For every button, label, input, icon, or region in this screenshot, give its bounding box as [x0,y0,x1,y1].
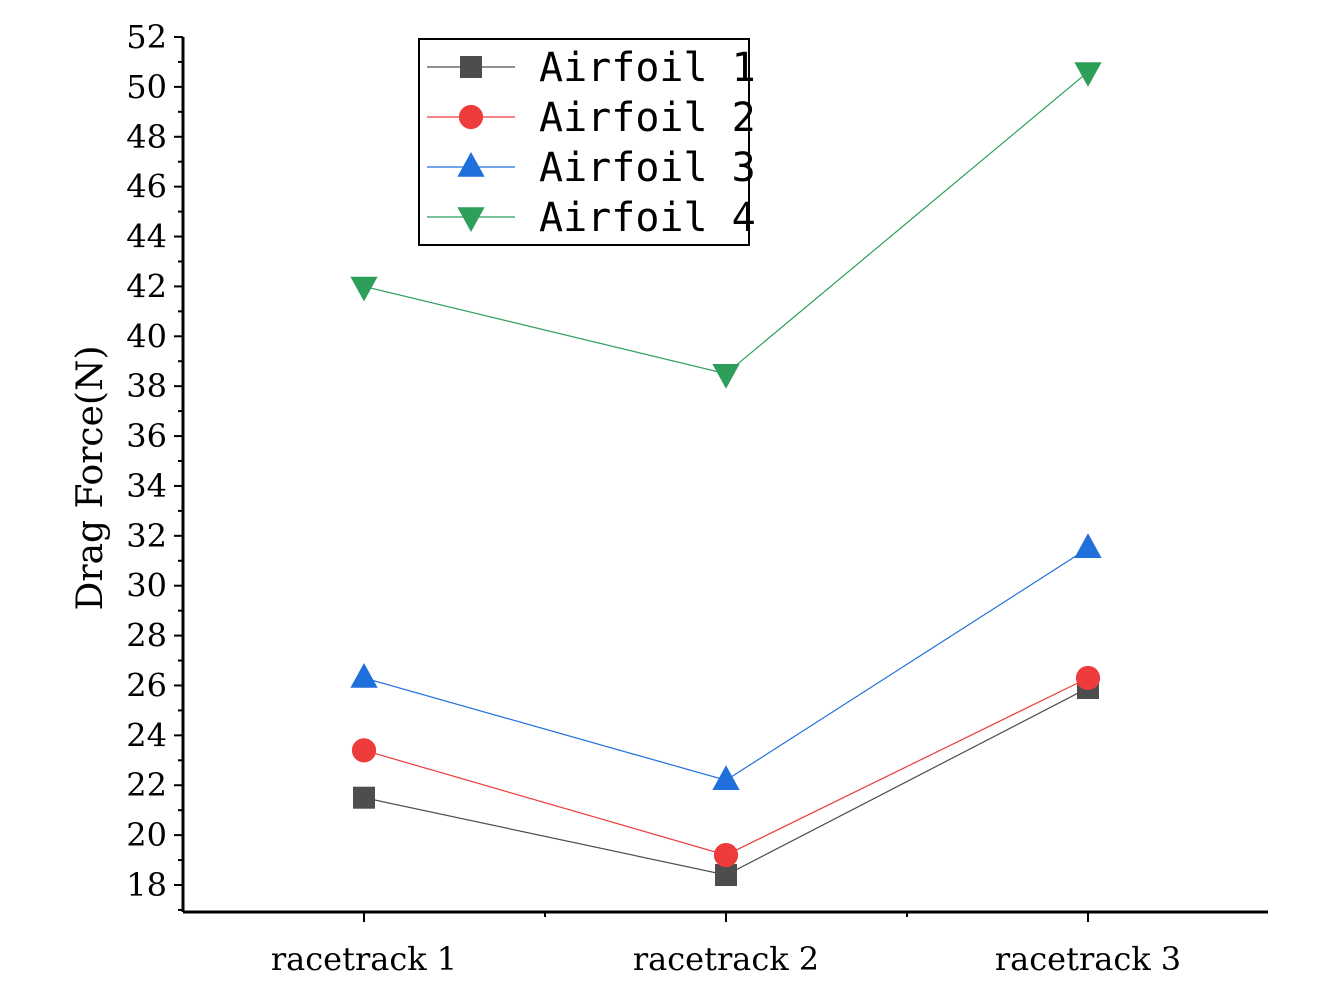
y-tick-label: 28 [126,617,167,655]
series-3 [350,533,1102,790]
x-tick-label: racetrack 1 [271,940,457,978]
legend-item: Airfoil 3 [427,145,756,191]
legend-marker [460,56,482,78]
y-tick-label: 26 [126,666,167,704]
y-tick-label: 40 [126,317,167,355]
y-tick-label: 18 [126,866,167,904]
y-tick-label: 24 [126,716,167,754]
y-tick-label: 30 [126,567,167,605]
y-tick-label: 20 [126,816,167,854]
legend-item: Airfoil 4 [427,195,756,241]
y-tick-label: 44 [126,218,167,256]
data-point [713,842,739,868]
data-point [1075,665,1101,691]
y-tick-label: 48 [126,118,167,156]
legend-marker [457,207,485,233]
data-point [353,786,375,809]
legend-marker [457,151,485,177]
y-tick-label: 50 [126,68,167,106]
data-point [350,662,378,688]
legend-label: Airfoil 4 [539,195,756,241]
y-tick-label: 34 [126,467,167,505]
data-point [350,276,378,302]
legend-label: Airfoil 2 [539,95,756,141]
series-line [363,547,1089,781]
data-point [351,738,377,763]
y-tick-label: 32 [126,517,167,555]
data-point [712,364,740,389]
series-2 [351,665,1101,868]
y-ticks: 18 20 22 24 26 28 30 32 34 36 38 40 42 44 46 48 50 52 [126,18,183,911]
y-tick-label: 36 [126,417,167,455]
data-point [712,765,740,790]
x-ticks: racetrack 1 racetrack 2 racetrack 3 [271,912,1181,978]
legend-item: Airfoil 2 [427,95,756,141]
data-point [1074,533,1102,558]
x-tick-label: racetrack 2 [633,940,819,978]
series [350,62,1102,887]
y-tick-label: 42 [126,267,167,305]
y-tick-label: 38 [126,367,167,405]
legend-label: Airfoil 1 [539,45,756,91]
series-4 [350,62,1102,389]
data-point [715,864,737,887]
legend-label: Airfoil 3 [539,145,756,191]
y-axis-title: Drag Force(N) [70,346,111,611]
legend-marker [458,104,484,130]
x-tick-label: racetrack 3 [995,940,1181,978]
data-point [1074,62,1102,87]
y-tick-label: 52 [126,18,167,56]
y-tick-label: 22 [126,766,167,804]
y-tick-label: 46 [126,168,167,206]
legend-item: Airfoil 1 [427,45,756,91]
